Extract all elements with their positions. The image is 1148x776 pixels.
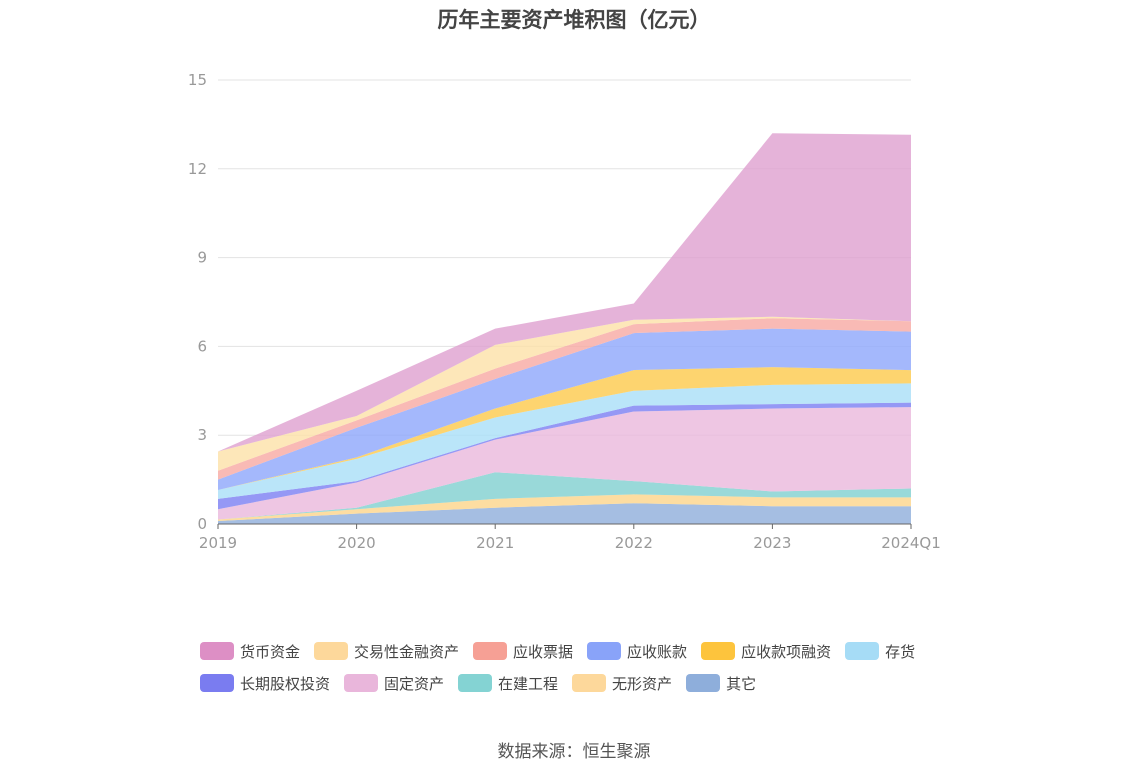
x-tick-label: 2024Q1 [881, 534, 941, 552]
y-tick-label: 3 [197, 426, 207, 444]
stacked-area-chart: 0 3 6 9 12 15 2019 2020 2021 2022 2023 2024Q1 [188, 71, 941, 552]
area-series [218, 133, 911, 452]
legend-row-2: 长期股权投资 固定资产 在建工程 无形资产 其它 [200, 672, 1000, 694]
legend-label: 存货 [885, 642, 916, 661]
legend-item[interactable]: 应收票据 [473, 641, 573, 662]
legend-label: 货币资金 [240, 642, 301, 661]
legend-swatch [200, 642, 234, 660]
chart-title: 历年主要资产堆积图（亿元） [437, 8, 711, 32]
legend-label: 无形资产 [612, 674, 673, 693]
x-tick-label: 2019 [199, 534, 237, 552]
legend-label: 在建工程 [498, 674, 559, 693]
area-series [218, 318, 911, 480]
x-tick-label: 2020 [338, 534, 376, 552]
legend-label: 应收账款 [627, 642, 688, 661]
legend-label: 长期股权投资 [240, 674, 331, 693]
area-series [218, 402, 911, 510]
legend-label: 其它 [726, 674, 757, 693]
legend-item[interactable]: 在建工程 [458, 673, 558, 694]
legend-item[interactable]: 长期股权投资 [200, 673, 330, 694]
legend-row-1: 货币资金 交易性金融资产 应收票据 应收账款 应收款项融资 存货 [200, 640, 1000, 662]
y-tick-label: 12 [188, 160, 207, 178]
x-tick-label: 2021 [476, 534, 514, 552]
legend-swatch [572, 674, 607, 692]
legend-item[interactable]: 货币资金 [200, 641, 300, 662]
legend-item[interactable]: 交易性金融资产 [314, 641, 459, 662]
legend-swatch [458, 674, 493, 692]
legend-label: 固定资产 [384, 674, 445, 693]
y-tick-label: 15 [188, 71, 207, 89]
legend-label: 应收款项融资 [741, 642, 832, 661]
y-tick-label: 6 [197, 337, 207, 355]
area-series [218, 328, 911, 490]
legend-swatch [200, 674, 234, 692]
legend-swatch [701, 642, 736, 660]
legend-item[interactable]: 固定资产 [344, 673, 444, 694]
legend: 货币资金 交易性金融资产 应收票据 应收账款 应收款项融资 存货 长期股权投资 固定资产 在建… [200, 640, 1000, 704]
legend-swatch [686, 674, 721, 692]
legend-item[interactable]: 应收账款 [587, 641, 687, 662]
data-source: 数据来源：恒生聚源 [497, 742, 651, 762]
legend-swatch [314, 642, 349, 660]
legend-item[interactable]: 存货 [845, 641, 915, 662]
area-series [218, 503, 911, 524]
legend-label: 交易性金融资产 [354, 642, 460, 661]
legend-swatch [473, 642, 508, 660]
legend-swatch [587, 642, 622, 660]
area-series [218, 472, 911, 520]
legend-item[interactable]: 应收款项融资 [701, 641, 831, 662]
x-tick-label: 2022 [615, 534, 653, 552]
x-tick-label: 2023 [753, 534, 791, 552]
legend-swatch [845, 642, 880, 660]
area-series [218, 494, 911, 522]
area-series [218, 407, 911, 520]
legend-item[interactable]: 无形资产 [572, 673, 672, 694]
area-series [218, 383, 911, 499]
y-tick-label: 9 [197, 249, 207, 267]
legend-item[interactable]: 其它 [686, 673, 756, 694]
legend-label: 应收票据 [513, 642, 574, 661]
legend-swatch [344, 674, 379, 692]
y-tick-label: 0 [197, 515, 207, 533]
area-series [218, 367, 911, 490]
